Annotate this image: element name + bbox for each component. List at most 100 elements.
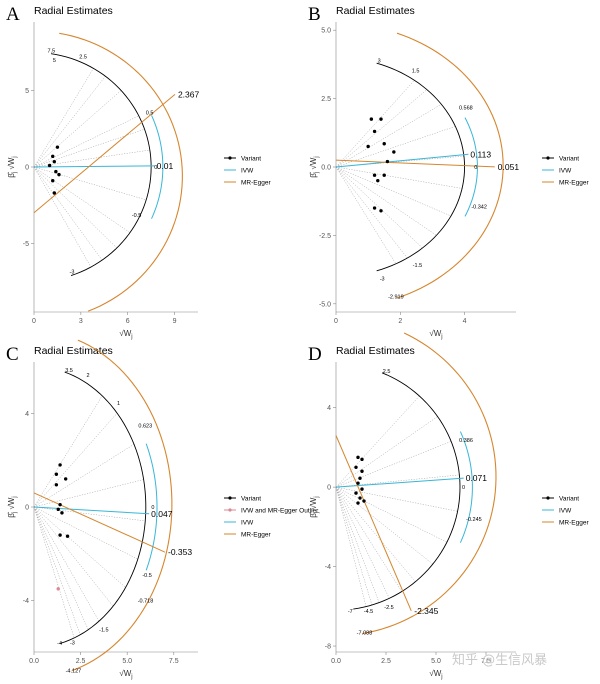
variant-point	[354, 465, 358, 469]
variant-point	[372, 129, 377, 134]
arc-value-label: -3	[70, 640, 75, 646]
variant-point	[52, 191, 57, 195]
ratio-ray	[335, 486, 458, 512]
legend-entry: IVW	[559, 507, 572, 514]
ratio-ray	[335, 80, 415, 168]
ratio-ray	[33, 115, 139, 168]
arc-value-label: -0.5	[132, 213, 141, 219]
outlier-point	[56, 587, 60, 591]
arc-value-label: -1.5	[413, 263, 422, 269]
ratio-ray	[335, 487, 367, 607]
ratio-ray	[33, 68, 94, 168]
variant-point	[356, 501, 360, 505]
arc-value-label: -0.245	[466, 517, 482, 523]
ratio-ray	[33, 506, 114, 607]
x-axis-label: √Wj	[429, 669, 442, 680]
y-axis-label-weight: √W	[309, 157, 318, 172]
ratio-ray	[335, 166, 437, 236]
y-tick-label: 4	[327, 405, 331, 412]
variant-point	[356, 455, 360, 460]
x-tick-label: 5.0	[122, 658, 132, 665]
ivw-estimate-label: 0.047	[151, 509, 173, 519]
variant-point	[65, 534, 70, 538]
x-axis-label-subscript: j	[440, 674, 442, 680]
ratio-ray	[335, 166, 423, 249]
arc-value-label: 0.5	[146, 110, 154, 116]
arc-value-label: 0	[462, 485, 465, 491]
x-tick-label: 3	[79, 318, 83, 325]
ratio-ray	[33, 506, 146, 522]
ratio-ray	[335, 487, 390, 599]
arc-value-label: -7	[348, 609, 353, 615]
ratio-ray	[335, 486, 448, 543]
arc-value-label: -3	[70, 269, 75, 275]
panel-title: Radial Estimates	[336, 5, 415, 17]
x-axis-label-subscript: j	[130, 334, 132, 340]
ratio-ray	[33, 506, 81, 635]
y-tick-label: 0	[327, 485, 331, 492]
variant-point	[358, 496, 362, 500]
x-axis-label-subscript: j	[130, 674, 132, 680]
y-tick-label: 2.5	[321, 96, 331, 103]
ratio-ray	[335, 416, 438, 488]
y-axis-label-subscript: j	[12, 496, 18, 498]
x-axis-label: √Wj	[429, 329, 442, 340]
ratio-ray	[33, 128, 145, 168]
panel-letter: C	[6, 344, 19, 365]
variant-point	[385, 159, 390, 164]
y-axis-label-subscript: j	[12, 512, 18, 514]
arc-value-label: -0.5	[142, 573, 151, 579]
y-tick-label: 5.0	[321, 28, 331, 35]
scale-arc	[50, 53, 152, 277]
ratio-ray	[33, 506, 126, 588]
legend-entry: Variant	[559, 495, 579, 502]
ivw-arc	[464, 117, 478, 217]
arc-value-label: 3	[378, 59, 381, 65]
variant-point	[55, 145, 60, 149]
legend-entry: IVW	[241, 519, 254, 526]
ratio-ray	[335, 166, 452, 217]
variant-point	[58, 463, 62, 467]
ratio-ray	[33, 412, 118, 508]
variant-point	[63, 477, 68, 481]
y-tick-label: -8	[325, 644, 331, 651]
scale-arc	[60, 371, 147, 644]
x-axis-label: √Wj	[119, 329, 132, 340]
egger-estimate-label: 0.051	[498, 162, 520, 172]
panel-title: Radial Estimates	[34, 5, 113, 17]
x-axis-label-subscript: j	[440, 334, 442, 340]
ratio-ray	[33, 76, 106, 168]
ratio-ray	[335, 166, 408, 259]
variant-point	[382, 142, 386, 146]
x-tick-label: 0.0	[331, 658, 341, 665]
ratio-ray	[33, 166, 92, 268]
y-tick-label: 5	[25, 88, 29, 95]
arc-value-label: 1.5	[412, 68, 420, 74]
x-tick-label: 0	[334, 318, 338, 325]
y-axis-label-weight: √W	[7, 157, 16, 172]
y-axis-label-subscript: j	[314, 156, 320, 158]
arc-value-label: -3	[380, 277, 385, 283]
arc-value-label: -4	[57, 641, 62, 647]
y-axis-label: β̂j √Wj	[7, 156, 18, 177]
variant-point	[392, 150, 396, 154]
arc-value-label: -0.342	[471, 204, 487, 210]
ratio-ray	[335, 487, 373, 606]
legend-entry: MR-Egger	[559, 519, 589, 526]
legend-entry: MR-Egger	[241, 531, 271, 538]
x-tick-label: 7.5	[169, 658, 179, 665]
arc-value-label: -0.718	[138, 598, 154, 604]
ratio-ray	[33, 166, 131, 233]
legend-key-point	[228, 156, 232, 160]
legend-key-point	[228, 496, 232, 500]
x-axis-label: √Wj	[119, 669, 132, 680]
y-axis-label-weight: √W	[309, 497, 318, 512]
y-axis-label: β̂j √Wj	[7, 496, 18, 517]
variant-point	[360, 469, 364, 473]
egger-arc	[362, 332, 497, 635]
arc-value-label: -4.5	[364, 609, 373, 615]
scale-arc	[353, 372, 461, 610]
arc-value-label: 0	[151, 505, 154, 511]
